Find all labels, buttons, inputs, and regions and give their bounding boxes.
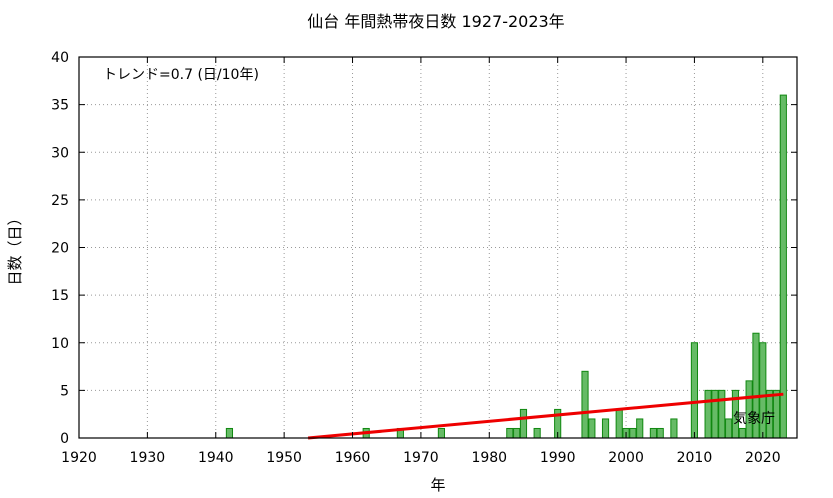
x-tick-label: 2020	[745, 450, 781, 466]
bar-1995	[588, 418, 596, 439]
bar-1987	[533, 427, 541, 439]
x-axis-label: 年	[430, 476, 445, 494]
bar-1942	[225, 427, 234, 439]
bar-1997	[601, 418, 610, 439]
x-tick-label: 1920	[61, 450, 97, 466]
y-tick-label: 25	[51, 193, 69, 209]
x-tick-label: 1930	[130, 450, 166, 466]
bar-2001	[629, 427, 637, 439]
bar-1994	[581, 370, 589, 439]
bar-2014	[718, 389, 726, 439]
x-tick-label: 1990	[540, 450, 576, 466]
x-tick-label: 1950	[266, 450, 302, 466]
y-tick-label: 20	[51, 241, 69, 257]
bar-layer	[225, 94, 787, 439]
bar-2018	[745, 380, 753, 439]
bar-1973	[437, 427, 445, 439]
x-tick-label: 1980	[471, 450, 507, 466]
y-tick-label: 30	[51, 145, 69, 161]
x-tick-label: 2000	[608, 450, 644, 466]
y-tick-label: 15	[51, 288, 69, 304]
x-tick-label: 1970	[403, 450, 439, 466]
bar-2002	[636, 418, 644, 439]
trend-layer	[307, 392, 784, 440]
trend-label: トレンド=0.7 (日/10年)	[103, 67, 259, 83]
bar-2013	[711, 389, 719, 439]
bar-2023	[779, 94, 787, 439]
bar-2010	[690, 342, 699, 439]
bar-1999	[615, 408, 623, 439]
tick-layer: 1920 1930 1940 1950 1960 1970 1980 1990 2000 2010…	[51, 50, 797, 466]
y-tick-label: 35	[51, 98, 69, 114]
x-tick-label: 2010	[677, 450, 713, 466]
bar-2007	[670, 418, 678, 439]
y-axis-label: 日数（日）	[6, 210, 24, 285]
chart-title: 仙台 年間熱帯夜日数 1927-2023年	[307, 12, 564, 31]
y-tick-label: 10	[51, 336, 69, 352]
bar-1985	[519, 408, 528, 439]
source-annotation: 気象庁	[733, 411, 775, 427]
grid-layer	[79, 57, 797, 438]
bar-2005	[656, 427, 664, 439]
bar-2017	[738, 427, 746, 439]
bar-1983	[506, 427, 514, 439]
bar-2015	[725, 418, 733, 439]
y-tick-label: 5	[60, 383, 69, 399]
x-tick-label: 1940	[198, 450, 234, 466]
trend-line	[307, 392, 784, 440]
bar-1984	[513, 427, 521, 439]
y-tick-label: 0	[60, 431, 69, 447]
bar-2012	[704, 389, 712, 439]
plot-frame	[78, 56, 798, 439]
y-tick-label: 40	[51, 50, 69, 66]
x-tick-label: 1960	[335, 450, 371, 466]
bar-2004	[649, 427, 657, 439]
